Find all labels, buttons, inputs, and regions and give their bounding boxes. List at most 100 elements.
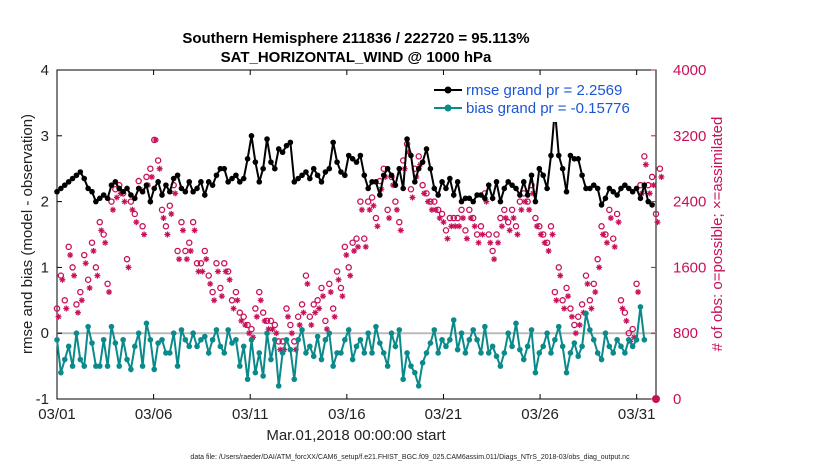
rmse-point: [345, 152, 352, 159]
rmse-point: [361, 172, 368, 179]
possible-obs-marker: [252, 305, 259, 312]
bias-point: [435, 350, 441, 356]
bias-point: [264, 330, 270, 337]
assimilated-obs-marker: [432, 206, 439, 213]
rmse-point: [606, 185, 613, 192]
assimilated-obs-marker: [576, 321, 583, 328]
possible-obs-marker: [162, 223, 170, 230]
assimilated-obs-marker: [347, 272, 354, 279]
bias-point: [295, 336, 301, 343]
assimilated-obs-marker: [444, 235, 451, 242]
bias-point: [151, 366, 158, 373]
possible-obs-marker: [127, 198, 135, 205]
bias-point: [322, 336, 329, 343]
bias-point: [338, 350, 344, 356]
assimilated-obs-marker: [230, 305, 237, 312]
possible-obs-marker: [567, 305, 574, 312]
possible-obs-marker: [236, 309, 244, 316]
possible-obs-marker: [407, 186, 415, 193]
assimilated-obs-marker: [90, 247, 97, 254]
rmse-point: [579, 172, 585, 179]
assimilated-obs-marker: [358, 206, 365, 213]
possible-obs-marker: [633, 280, 640, 288]
possible-obs-marker: [396, 218, 403, 226]
bias-point: [240, 343, 247, 350]
possible-obs-marker: [189, 218, 197, 226]
rmse-point: [318, 179, 325, 185]
assimilated-obs-marker: [487, 239, 494, 246]
assimilated-obs-marker: [269, 326, 276, 333]
assimilated-obs-marker: [327, 289, 334, 296]
rmse-point: [536, 165, 543, 172]
assimilated-obs-marker: [78, 297, 85, 304]
bias-point: [248, 336, 255, 343]
rmse-point: [412, 179, 418, 185]
possible-obs-marker: [329, 305, 337, 312]
rmse-point: [209, 182, 216, 188]
possible-obs-marker: [209, 288, 216, 296]
bias-point: [174, 363, 181, 369]
legend-label-bias: bias grand pr = -0.15776: [466, 100, 630, 117]
possible-obs-marker: [621, 309, 629, 316]
rmse-point: [365, 185, 371, 192]
bias-point: [489, 343, 496, 350]
bias-point: [548, 350, 554, 356]
assimilated-obs-marker: [460, 215, 467, 222]
rmse-point: [143, 182, 150, 188]
possible-obs-marker: [298, 301, 306, 308]
possible-obs-marker: [147, 165, 154, 172]
bias-point: [128, 366, 134, 373]
bias-point: [225, 327, 231, 333]
rmse-point: [139, 188, 146, 195]
rmse-point: [618, 185, 624, 192]
bias-point: [404, 350, 410, 356]
assimilated-obs-marker: [607, 215, 614, 222]
bias-point: [178, 327, 185, 333]
rmse-point: [166, 188, 173, 195]
rmse-point: [93, 198, 99, 205]
assimilated-obs-marker: [537, 231, 544, 238]
rmse-point: [178, 185, 185, 192]
bias-point: [221, 350, 228, 356]
assimilated-obs-marker: [226, 276, 233, 283]
possible-obs-marker: [139, 223, 146, 230]
assimilated-obs-marker: [343, 252, 350, 259]
rmse-point: [645, 198, 652, 205]
assimilated-obs-marker: [148, 173, 155, 180]
rmse-point: [404, 136, 410, 142]
rmse-point: [610, 188, 617, 195]
bias-point: [217, 343, 224, 350]
rmse-point: [380, 172, 387, 179]
rmse-point: [377, 192, 383, 198]
rmse-point: [128, 192, 134, 198]
rmse-point: [357, 152, 364, 159]
bias-point: [256, 350, 263, 356]
rmse-point: [155, 179, 161, 185]
rmse-point: [501, 185, 508, 192]
possible-obs-marker: [221, 260, 228, 267]
assimilated-obs-marker: [514, 231, 521, 238]
assimilated-obs-marker: [141, 231, 148, 238]
rmse-point: [194, 185, 200, 192]
rmse-point: [244, 156, 251, 162]
bias-point: [415, 383, 422, 389]
bias-point: [575, 353, 582, 360]
possible-obs-marker: [256, 288, 263, 296]
assimilated-obs-marker: [568, 313, 575, 320]
rmse-point: [587, 185, 593, 192]
assimilated-obs-marker: [273, 330, 280, 337]
bias-point: [244, 376, 251, 383]
assimilated-obs-marker: [257, 297, 264, 304]
possible-obs-marker: [419, 181, 426, 189]
bias-point: [423, 350, 430, 356]
assimilated-obs-marker: [300, 309, 307, 316]
rmse-point: [314, 172, 321, 179]
rmse-point: [147, 198, 154, 205]
bias-point: [567, 350, 574, 356]
assimilated-obs-marker: [179, 227, 186, 234]
rmse-point: [338, 169, 344, 175]
rmse-point: [415, 165, 422, 172]
rmse-point: [205, 179, 212, 185]
bias-point: [209, 336, 216, 343]
